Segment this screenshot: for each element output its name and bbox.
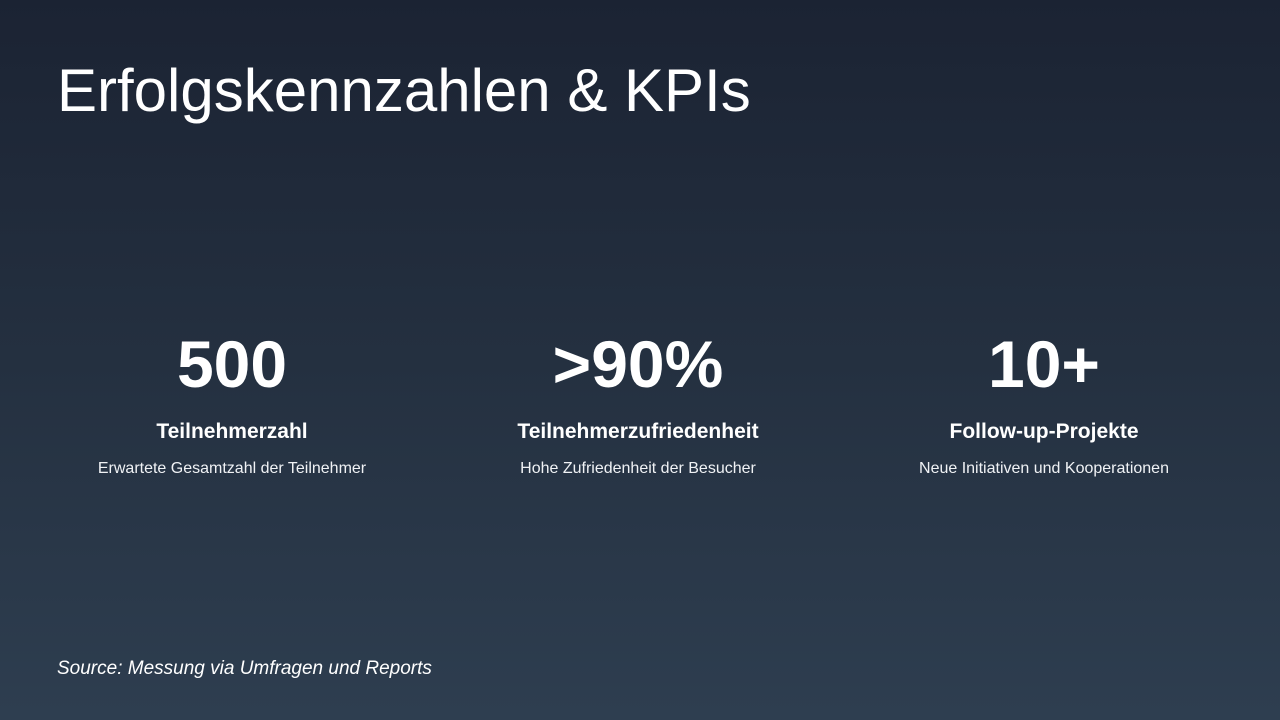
- kpi-description: Neue Initiativen und Kooperationen: [919, 460, 1169, 477]
- source-note: Source: Messung via Umfragen und Reports: [57, 658, 432, 679]
- kpi-row: 500 Teilnehmerzahl Erwartete Gesamtzahl …: [57, 326, 1219, 479]
- kpi-card-follow-up: 10+ Follow-up-Projekte Neue Initiativen …: [869, 326, 1219, 479]
- kpi-description: Erwartete Gesamtzahl der Teilnehmer: [97, 460, 367, 477]
- kpi-label: Teilnehmerzufriedenheit: [517, 420, 759, 443]
- kpi-description: Hohe Zufriedenheit der Besucher: [520, 460, 756, 477]
- kpi-card-satisfaction: >90% Teilnehmerzufriedenheit Hohe Zufrie…: [463, 326, 813, 479]
- kpi-value: >90%: [552, 327, 724, 401]
- slide-title: Erfolgskennzahlen & KPIs: [57, 57, 751, 124]
- kpi-value: 10+: [988, 327, 1100, 401]
- kpi-card-participants: 500 Teilnehmerzahl Erwartete Gesamtzahl …: [57, 326, 407, 479]
- kpi-label: Teilnehmerzahl: [156, 420, 308, 443]
- kpi-label: Follow-up-Projekte: [949, 420, 1139, 443]
- kpi-value: 500: [176, 327, 288, 401]
